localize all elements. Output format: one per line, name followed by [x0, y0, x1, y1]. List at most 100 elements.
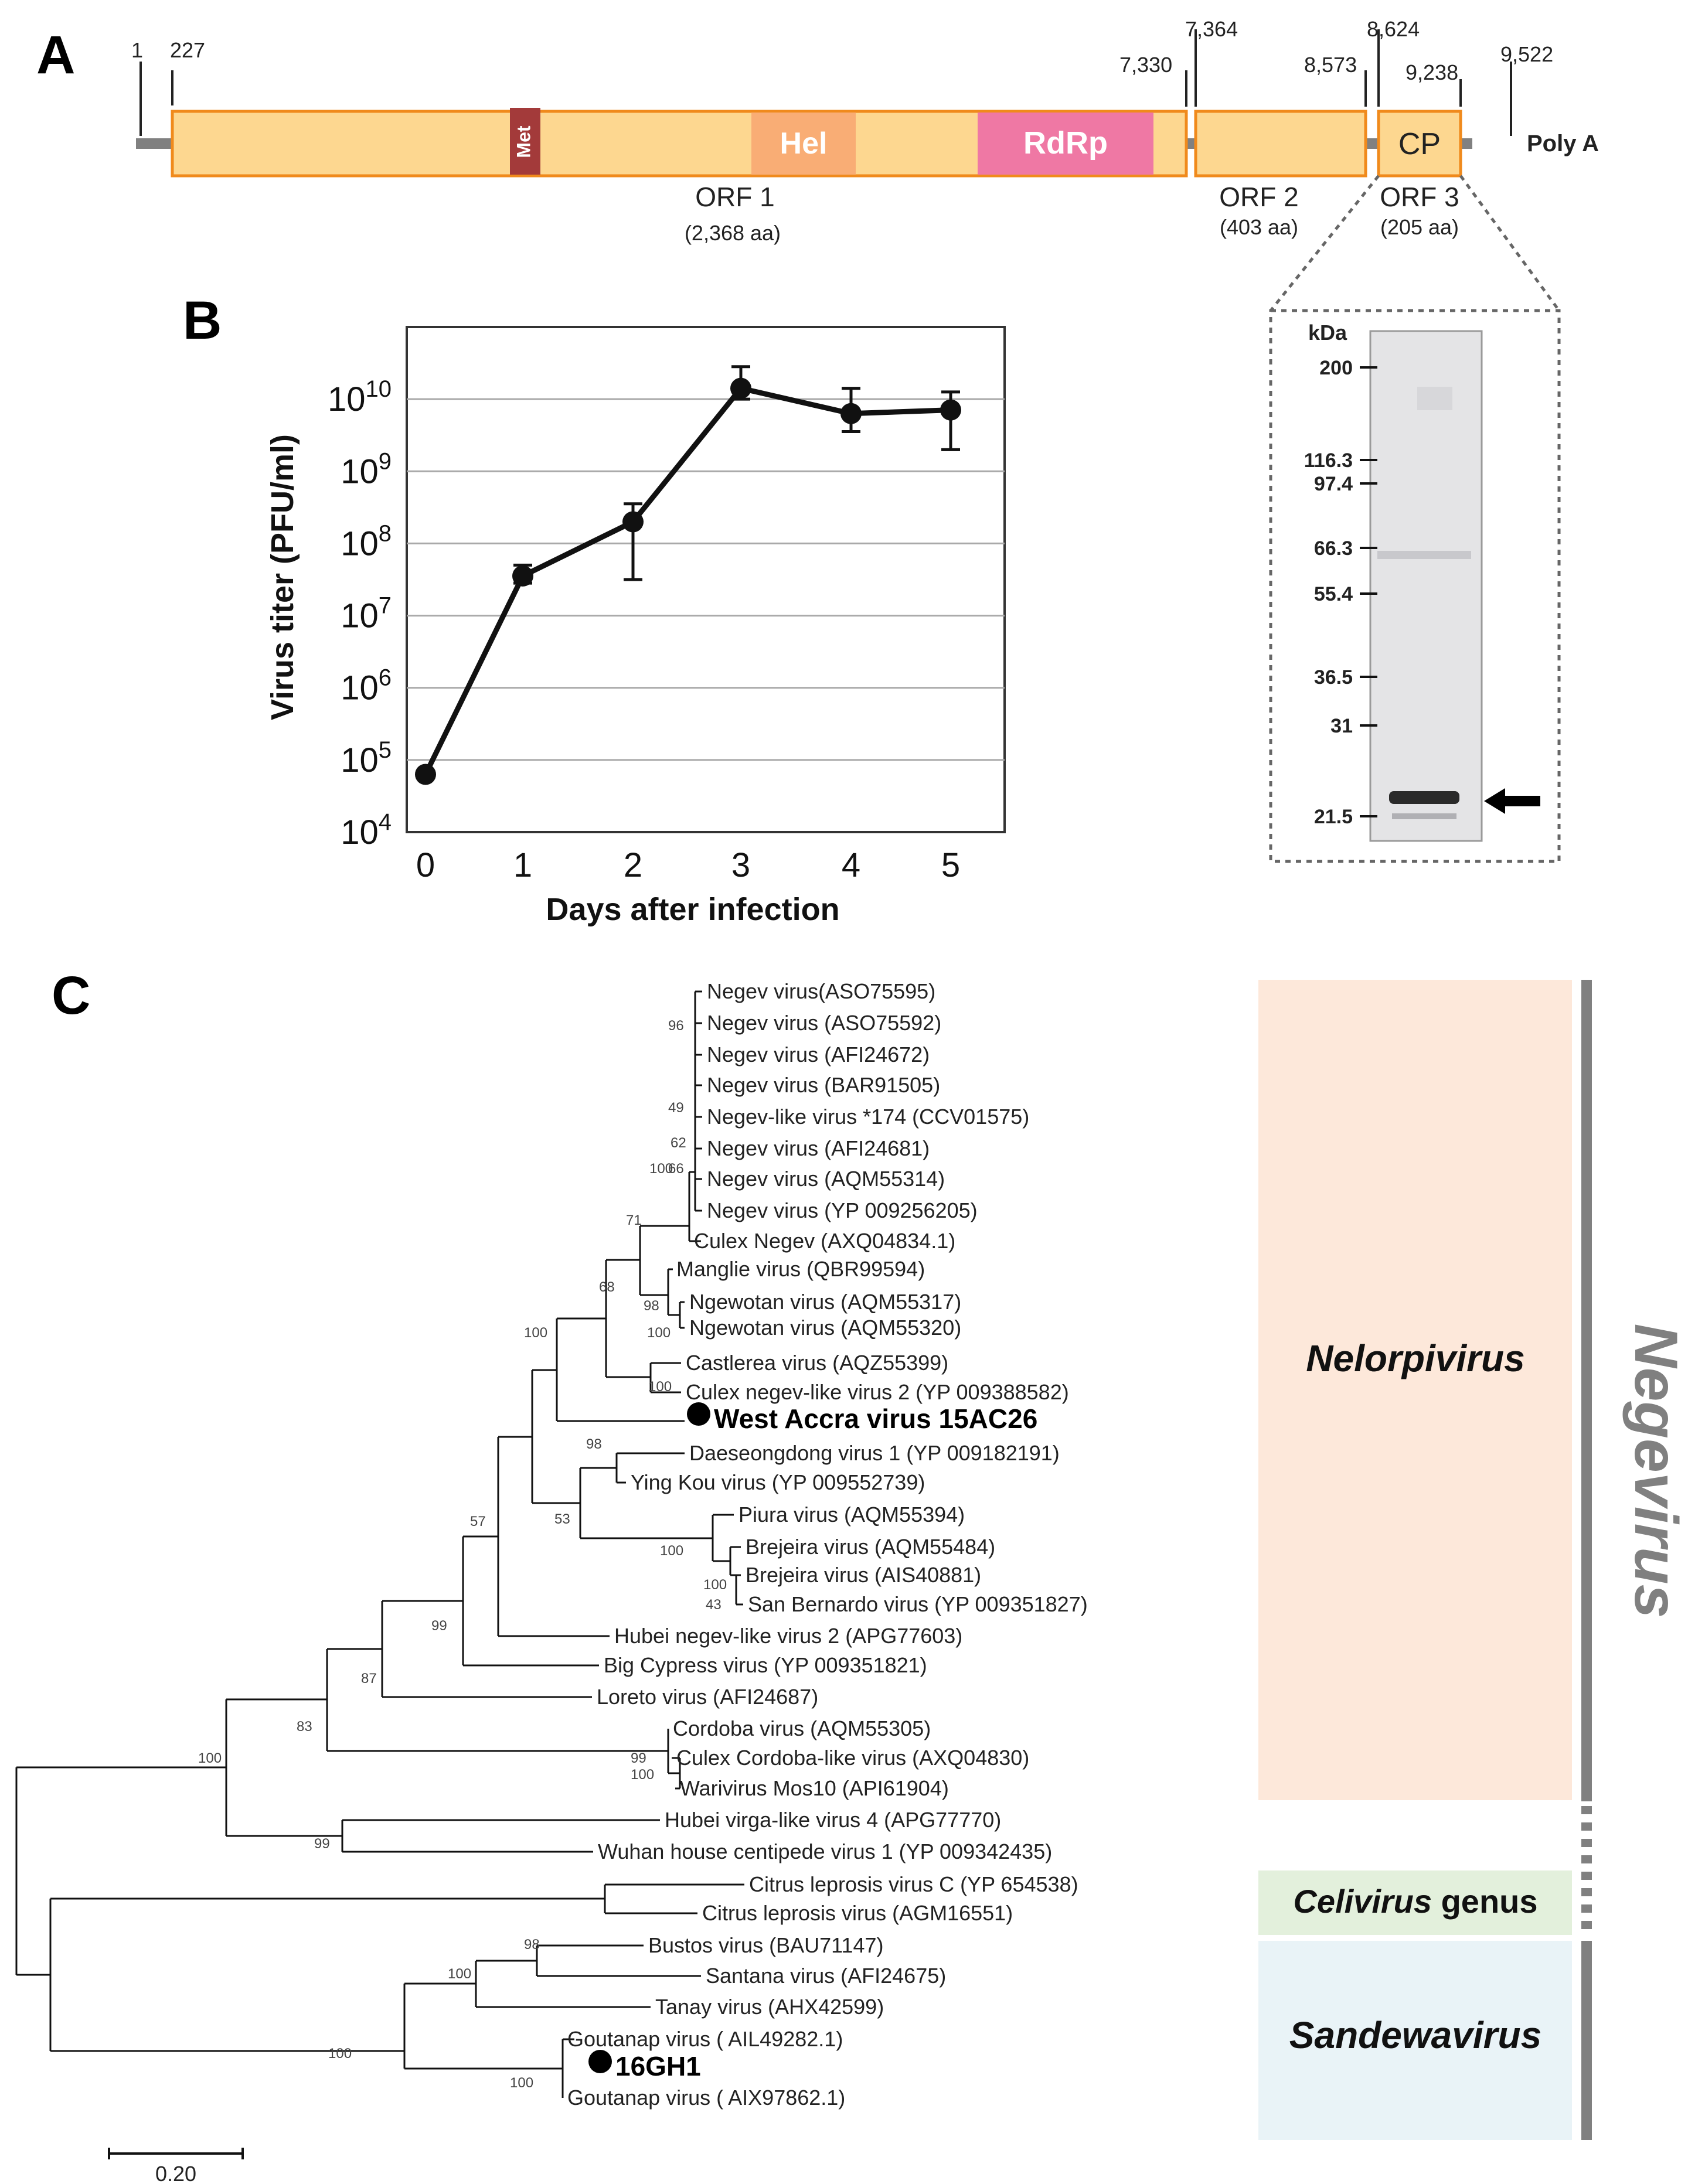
chart-points — [415, 377, 961, 785]
chart-y-ticks: 104 105 106 107 108 109 1010 — [328, 376, 392, 851]
taxon-label: Negev virus (AFI24681) — [707, 1136, 930, 1160]
gel-marker-label: 31 — [1330, 715, 1353, 737]
highlight-dot-icon — [687, 1402, 710, 1426]
sandewa-bar — [1581, 1941, 1592, 2140]
tree-taxa: Negev virus(ASO75595) Negev virus (ASO755… — [567, 979, 1088, 2110]
x-tick-label: 0 — [416, 846, 435, 884]
taxon-label: Negev-like virus *174 (CCV01575) — [707, 1105, 1029, 1129]
taxon-label: Goutanap virus ( AIX97862.1) — [567, 2086, 845, 2110]
gel-marker-label: 55.4 — [1314, 583, 1353, 605]
bootstrap-value: 53 — [554, 1511, 570, 1527]
taxon-label: Citrus leprosis virus C (YP 654538) — [749, 1872, 1078, 1896]
hel-label: Hel — [780, 127, 828, 161]
bootstrap-value: 100 — [647, 1325, 671, 1341]
bootstrap-value: 62 — [671, 1135, 686, 1151]
taxon-label: Cordoba virus (AQM55305) — [673, 1716, 931, 1740]
negevirus-label: Negevirus — [1622, 1324, 1688, 1619]
pos-7330: 7,330 — [1119, 53, 1172, 77]
bootstrap-value: 100 — [448, 1966, 471, 1982]
taxon-label: Hubei virga-like virus 4 (APG77770) — [665, 1808, 1001, 1832]
sandewavirus-box — [1258, 1941, 1572, 2140]
chart-x-label: Days after infection — [546, 892, 839, 927]
taxon-label: Negev virus (ASO75592) — [707, 1011, 941, 1035]
zoom-line-right — [1459, 175, 1561, 312]
taxon-label: Goutanap virus ( AIL49282.1) — [567, 2027, 843, 2051]
gel-marker-label: 21.5 — [1314, 806, 1353, 828]
y-tick-label: 104 — [341, 809, 392, 851]
nelorpivirus-label: Nelorpivirus — [1306, 1337, 1524, 1379]
orf1-name: ORF 1 — [695, 182, 774, 212]
bootstrap-value: 43 — [706, 1597, 722, 1613]
data-point — [512, 565, 533, 587]
taxon-label: Negev virus (AFI24672) — [707, 1042, 930, 1067]
orf2-size: (403 aa) — [1220, 215, 1298, 239]
scale-bar-label: 0.20 — [155, 2162, 196, 2184]
taxon-label: Daeseongdong virus 1 (YP 009182191) — [689, 1441, 1060, 1465]
met-domain — [510, 108, 540, 175]
taxon-label: 16GH1 — [615, 2051, 701, 2081]
bootstrap-value: 57 — [470, 1514, 486, 1529]
taxon-label: Loreto virus (AFI24687) — [597, 1685, 818, 1709]
taxon-label: West Accra virus 15AC26 — [714, 1403, 1037, 1434]
data-point — [622, 511, 644, 533]
y-tick-label: 105 — [341, 737, 392, 779]
tree-bootstrap-values: 9649621006671689810010010098531001004357… — [198, 1018, 727, 2091]
y-tick-label: 106 — [341, 665, 392, 707]
taxon-label: Culex negev-like virus 2 (YP 009388582) — [686, 1380, 1069, 1404]
taxon-label: Brejeira virus (AIS40881) — [746, 1563, 981, 1587]
gel-frame — [1269, 309, 1561, 863]
bootstrap-value: 87 — [361, 1671, 377, 1686]
taxon-label: Negev virus (AQM55314) — [707, 1167, 945, 1191]
bootstrap-value: 98 — [644, 1298, 659, 1314]
data-point — [940, 399, 961, 421]
taxon-label: Negev virus (BAR91505) — [707, 1073, 940, 1097]
chart-y-label: Virus titer (PFU/ml) — [265, 434, 300, 720]
chart-frame — [406, 326, 1006, 833]
gel-marker-label: 97.4 — [1314, 473, 1353, 495]
gel-markers: 200 116.397.4 66.3 55.4 36.5 31 21.5 — [1304, 357, 1377, 828]
x-tick-label: 3 — [731, 846, 750, 884]
highlight-dot-icon — [588, 2050, 612, 2073]
panel-c: C Nelorpivirus Celivirus genus Sandewavi… — [15, 966, 1688, 2184]
bootstrap-value: 71 — [626, 1212, 642, 1228]
taxon-label: Ying Kou virus (YP 009552739) — [631, 1470, 925, 1494]
bootstrap-value: 100 — [649, 1161, 673, 1177]
zoom-line-left — [1270, 175, 1380, 312]
taxon-label: Culex Cordoba-like virus (AXQ04830) — [676, 1746, 1029, 1770]
y-tick-label: 108 — [341, 520, 392, 563]
gel-unit-label: kDa — [1308, 321, 1347, 345]
taxon-label: Negev virus(ASO75595) — [707, 979, 935, 1003]
taxon-label: Bustos virus (BAU71147) — [648, 1933, 884, 1957]
pos-8624: 8,624 — [1367, 17, 1420, 41]
taxon-label: Tanay virus (AHX42599) — [655, 1995, 884, 2019]
bootstrap-value: 96 — [668, 1018, 684, 1034]
x-tick-label: 5 — [941, 846, 960, 884]
series-line — [423, 385, 951, 776]
gel-band-66 — [1377, 551, 1471, 559]
panel-b-label: B — [183, 291, 222, 350]
pos-9522: 9,522 — [1500, 42, 1553, 66]
bootstrap-value: 100 — [524, 1325, 547, 1341]
taxon-label: Culex Negev (AXQ04834.1) — [694, 1229, 955, 1253]
bootstrap-value: 100 — [703, 1577, 727, 1593]
poly-a-label: Poly A — [1527, 131, 1599, 156]
tree-branches — [15, 990, 744, 2098]
sandewavirus-label: Sandewavirus — [1289, 2014, 1541, 2056]
band-arrow-icon — [1484, 788, 1540, 814]
orf3-name: ORF 3 — [1380, 182, 1459, 212]
bootstrap-value: 100 — [648, 1379, 672, 1395]
position-ticks — [139, 29, 1512, 136]
x-tick-label: 1 — [513, 846, 532, 884]
taxon-label: Hubei negev-like virus 2 (APG77603) — [614, 1624, 962, 1648]
taxon-label: Ngewotan virus (AQM55320) — [689, 1316, 961, 1340]
panel-b: B 104 105 106 107 108 109 1010 0 1 2 3 4 5 Days aft… — [183, 291, 1006, 927]
x-tick-label: 4 — [842, 846, 860, 884]
pos-7364: 7,364 — [1185, 17, 1238, 41]
met-label: Met — [513, 125, 534, 158]
taxon-label: Brejeira virus (AQM55484) — [746, 1535, 995, 1559]
bootstrap-value: 68 — [599, 1279, 615, 1295]
bootstrap-value: 66 — [668, 1161, 684, 1177]
orf2-box — [1194, 110, 1367, 178]
taxon-label: Ngewotan virus (AQM55317) — [689, 1290, 961, 1314]
data-point — [840, 403, 862, 424]
